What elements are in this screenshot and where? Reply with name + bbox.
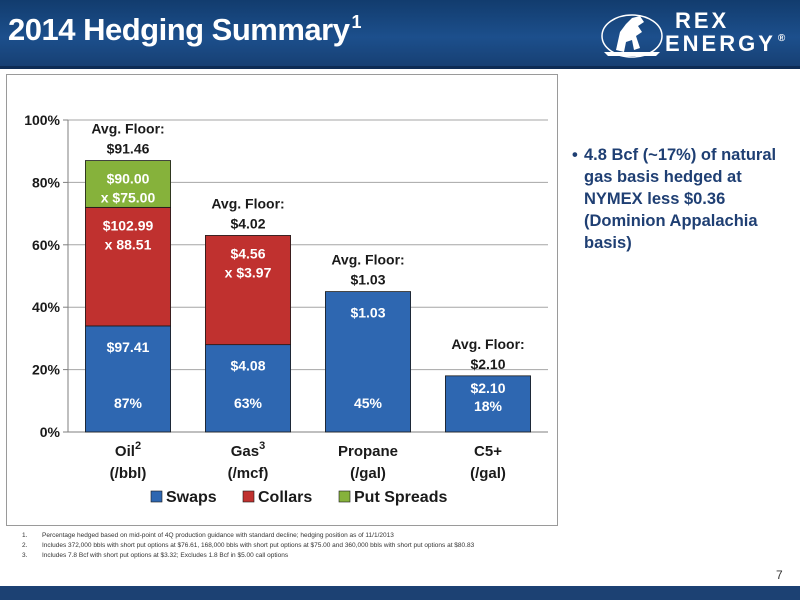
bar-value-label: x $75.00 <box>101 190 156 206</box>
avg-floor-value: $4.02 <box>230 215 265 231</box>
footnotes: 1. Percentage hedged based on mid-point o… <box>22 531 562 561</box>
footnote-2: 2. Includes 372,000 bbls with short put o… <box>22 542 475 549</box>
legend-swatch <box>150 490 163 503</box>
avg-floor-title: Avg. Floor: <box>211 195 284 211</box>
legend-label: Put Spreads <box>354 489 447 506</box>
page-number: 7 <box>776 568 783 582</box>
y-tick-label: 60% <box>32 237 61 253</box>
footnote-1: 1. Percentage hedged based on mid-point o… <box>22 532 394 539</box>
x-category-unit: (/bbl) <box>110 465 147 482</box>
y-tick-label: 80% <box>32 174 61 190</box>
bar-value-label: $4.08 <box>230 358 265 374</box>
bar-swaps <box>324 291 411 433</box>
legend-swatch <box>242 490 255 503</box>
hedged-percent-label: 63% <box>234 395 263 411</box>
y-tick-label: 20% <box>32 362 61 378</box>
stacked-bar-chart: 0% 20% 40% 60% 80% 100% $97.41 $102.99 x 88.51 $9… <box>6 74 558 526</box>
logo-emblem-icon <box>601 14 663 58</box>
avg-floor-value: $91.46 <box>107 141 150 157</box>
avg-floor-value: $2.10 <box>470 356 505 372</box>
bar-value-label: $102.99 <box>103 217 154 233</box>
bar-swaps <box>204 344 291 433</box>
footer-bar <box>0 586 800 600</box>
title-footnote-mark: 1 <box>351 12 361 32</box>
bar-put-spreads <box>85 160 171 208</box>
bar-value-label: $1.03 <box>350 305 385 321</box>
legend-swatch <box>338 490 351 503</box>
avg-floor-title: Avg. Floor: <box>91 121 164 137</box>
hedged-percent-label: 18% <box>474 398 503 414</box>
slide-header: 2014 Hedging Summary 1 REX ENERGY ® <box>0 0 800 68</box>
bullet-point-icon: • <box>572 146 578 164</box>
avg-floor-title: Avg. Floor: <box>331 252 404 268</box>
y-tick-label: 100% <box>24 112 60 128</box>
x-category-unit: (/gal) <box>470 465 506 482</box>
bullet-text: 4.8 Bcf (~17%) of natural gas basis hedg… <box>584 146 777 252</box>
hedged-percent-label: 87% <box>114 395 143 411</box>
legend-label: Swaps <box>166 489 217 506</box>
bar-collars <box>204 235 291 346</box>
logo-text-energy: ENERGY ® <box>665 31 789 56</box>
x-category-label: Propane <box>338 443 398 460</box>
header-divider <box>0 66 800 69</box>
bar-swaps <box>85 325 171 433</box>
company-logo: REX ENERGY ® <box>596 6 796 62</box>
x-category-unit: (/gal) <box>350 465 386 482</box>
footnote-3: 3. Includes 7.8 Bcf with short put option… <box>22 552 289 559</box>
logo-text-rex: REX <box>675 8 730 33</box>
x-category-label: C5+ <box>474 443 502 460</box>
y-tick-label: 40% <box>32 299 61 315</box>
y-tick-label: 0% <box>40 424 61 440</box>
bar-value-label: $90.00 <box>107 171 150 187</box>
hedging-chart: 0% 20% 40% 60% 80% 100% $97.41 $102.99 x 88.51 $9… <box>6 74 558 526</box>
x-category-label: Oil2 <box>115 440 141 460</box>
bar-value-label: $97.41 <box>107 339 150 355</box>
basis-hedge-bullet: • 4.8 Bcf (~17%) of natural gas basis he… <box>572 144 792 254</box>
legend-label: Collars <box>258 489 312 506</box>
bar-value-label: $2.10 <box>470 380 505 396</box>
x-category-label: Gas3 <box>231 440 265 460</box>
bar-value-label: x 88.51 <box>105 236 152 252</box>
page-title: 2014 Hedging Summary 1 <box>8 12 361 47</box>
bar-value-label: $4.56 <box>230 245 265 261</box>
bar-collars <box>85 206 171 327</box>
bar-swaps <box>444 375 531 433</box>
avg-floor-title: Avg. Floor: <box>451 336 524 352</box>
hedged-percent-label: 45% <box>354 395 383 411</box>
bar-value-label: x $3.97 <box>225 264 272 280</box>
x-category-unit: (/mcf) <box>228 465 269 482</box>
avg-floor-value: $1.03 <box>350 272 385 288</box>
registered-mark: ® <box>777 33 789 44</box>
